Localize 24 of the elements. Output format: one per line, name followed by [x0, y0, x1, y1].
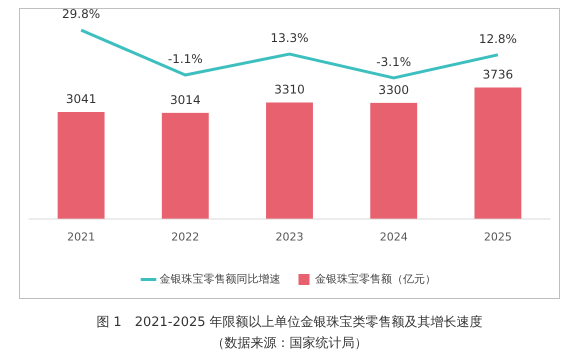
bar — [266, 102, 313, 219]
legend-label: 金银珠宝零售额同比增速 — [160, 272, 280, 286]
x-tick-label: 2021 — [67, 230, 96, 244]
data-label: 29.8% — [62, 7, 100, 22]
legend-label: 金银珠宝零售额（亿元） — [315, 272, 436, 286]
bar — [474, 88, 522, 219]
text: （数据来源：国家统计局） — [210, 335, 368, 352]
data-label: 3041 — [66, 92, 96, 106]
bar — [370, 102, 418, 219]
data-label: -3.1% — [376, 55, 412, 70]
x-tick-label: 2022 — [171, 230, 200, 244]
data-label: 13.3% — [270, 31, 309, 46]
data-label: 3300 — [378, 82, 409, 97]
data-label: 3736 — [482, 68, 514, 82]
data-label: -1.1% — [168, 52, 203, 66]
x-tick-label: 2023 — [276, 230, 304, 244]
bar — [162, 112, 209, 219]
data-label: 12.8% — [478, 32, 517, 46]
x-tick-label: 2025 — [484, 230, 512, 244]
text: 图 1 2021-2025 年限额以上单位金银珠宝类零售额及其增长速度 — [95, 314, 484, 331]
data-label: 3310 — [274, 82, 305, 97]
data-label: 3014 — [170, 93, 201, 108]
x-tick-label: 2024 — [380, 230, 408, 244]
bar — [58, 112, 105, 219]
